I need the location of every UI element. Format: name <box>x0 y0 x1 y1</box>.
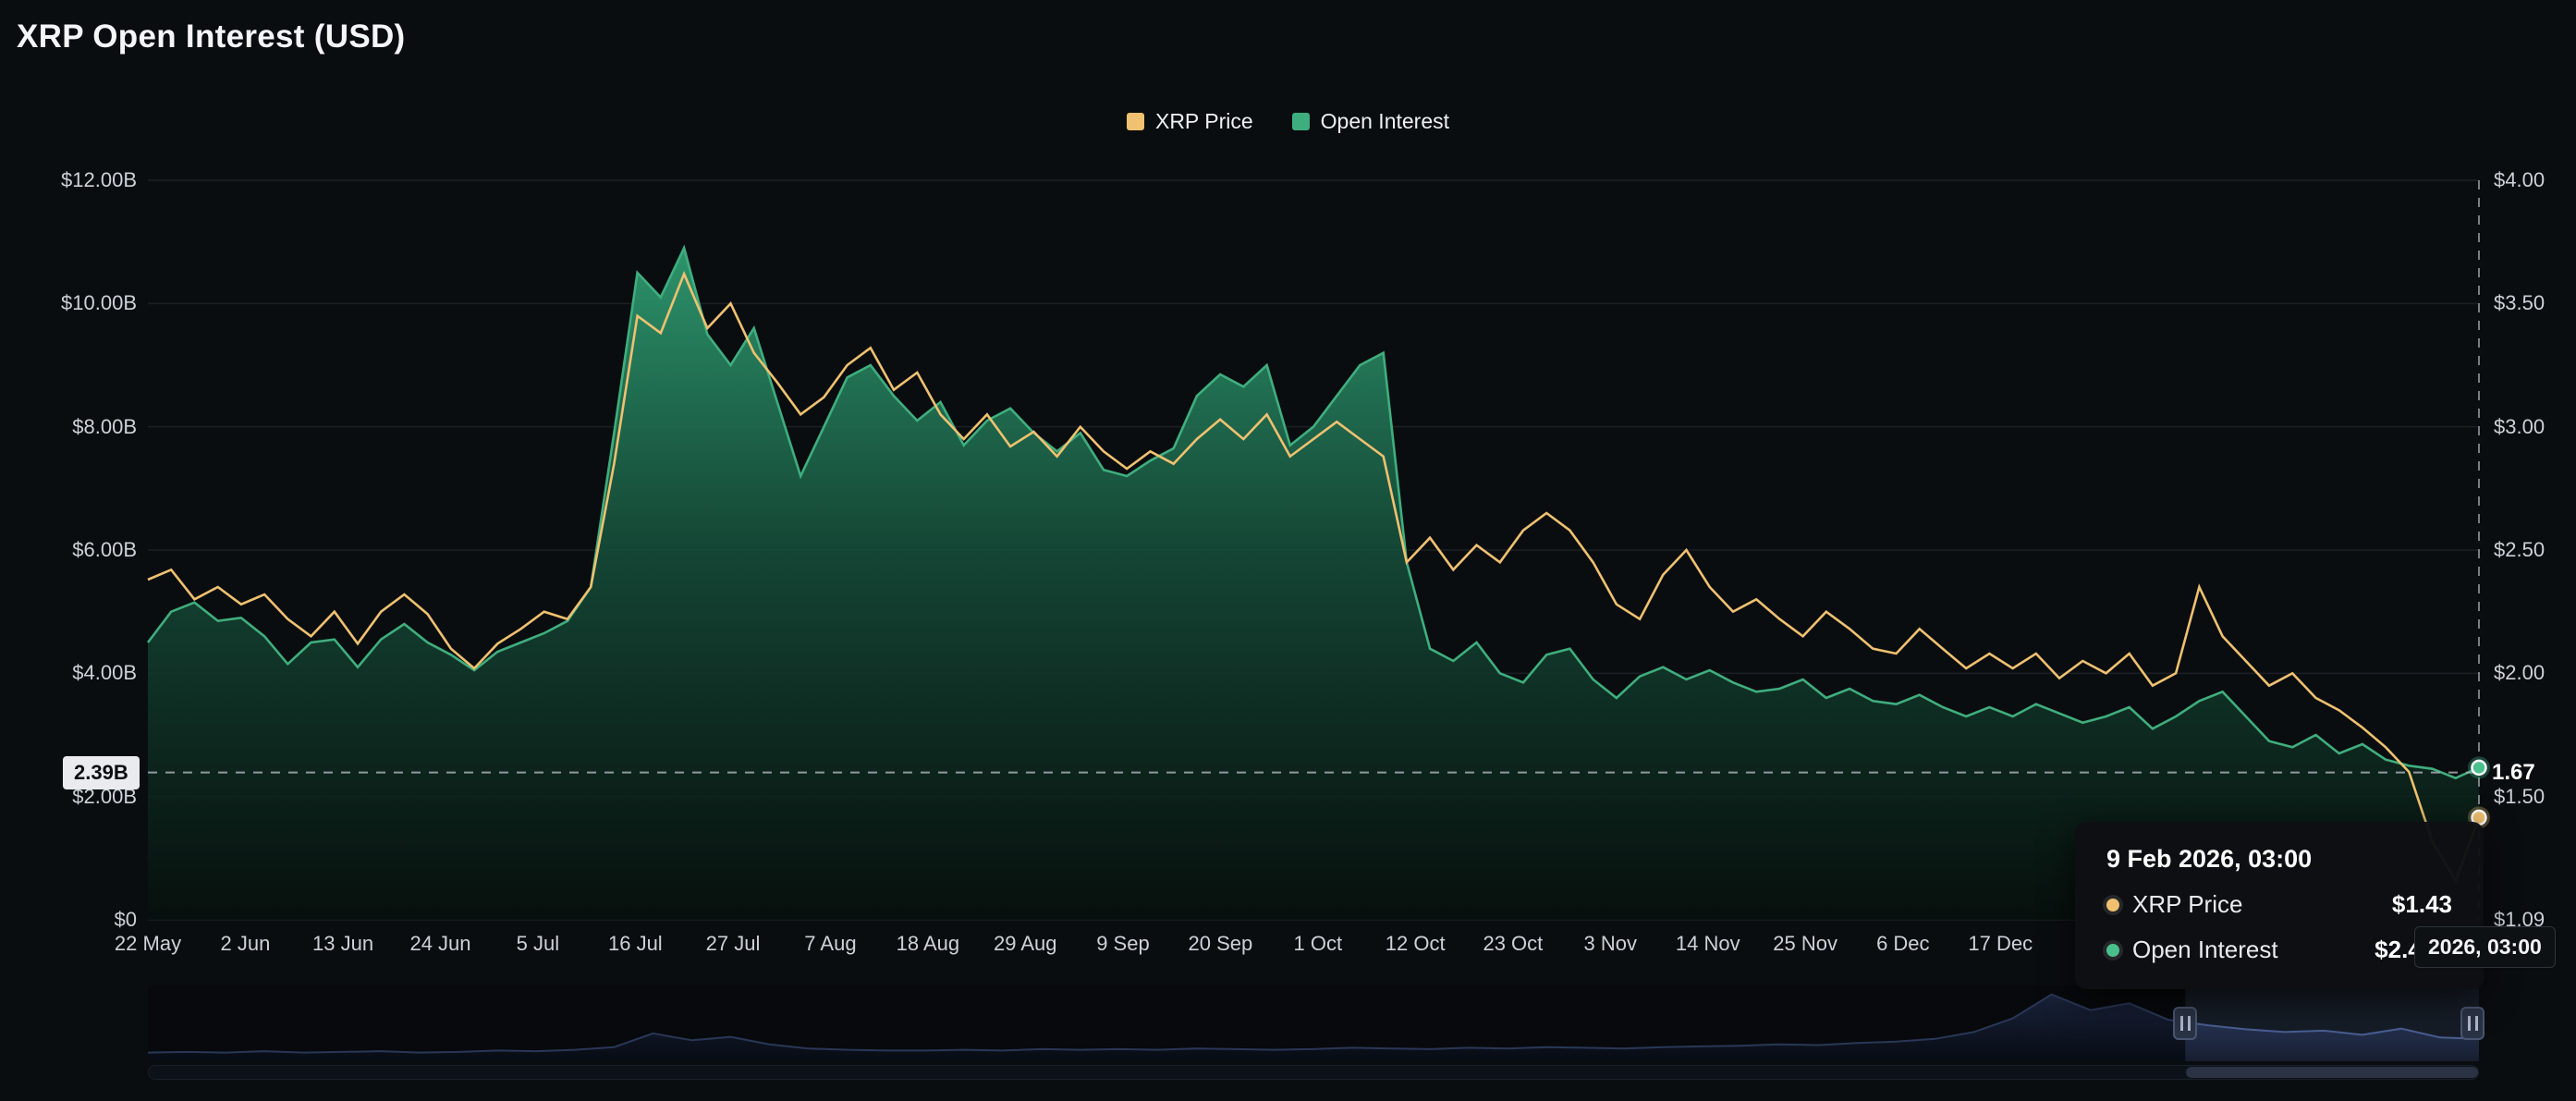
tooltip-row-xrp-price: XRP Price $1.43 <box>2106 890 2452 919</box>
legend-label-xrp-price: XRP Price <box>1155 109 1253 134</box>
tooltip-label-xrp-price: XRP Price <box>2132 890 2242 919</box>
tooltip-value-xrp-price: $1.43 <box>2392 890 2452 919</box>
oi-current-value-badge: 2.39B <box>63 756 140 789</box>
open-interest-dot-icon <box>2106 944 2119 957</box>
tooltip-row-open-interest: Open Interest $2.47B <box>2106 936 2452 964</box>
legend-item-xrp-price[interactable]: XRP Price <box>1127 109 1253 134</box>
legend: XRP Price Open Interest <box>0 109 2576 134</box>
xrp-price-swatch-icon <box>1127 113 1144 130</box>
tooltip-date: 9 Feb 2026, 03:00 <box>2106 845 2452 874</box>
crosshair-date-badge: 2026, 03:00 <box>2414 926 2556 968</box>
tooltip-label-open-interest: Open Interest <box>2132 936 2278 964</box>
navigator-selection <box>2185 985 2479 1061</box>
open-interest-swatch-icon <box>1292 113 1310 130</box>
navigator-scrollbar-thumb[interactable] <box>2186 1067 2478 1078</box>
chart-panel: XRP Open Interest (USD) XRP Price Open I… <box>0 0 2576 1101</box>
xrp-price-dot-icon <box>2106 899 2119 911</box>
open-interest-marker <box>2472 761 2486 775</box>
legend-item-open-interest[interactable]: Open Interest <box>1292 109 1449 134</box>
navigator-left-handle[interactable] <box>2173 1007 2197 1040</box>
open-interest-area <box>148 248 2479 920</box>
navigator-scrollbar-track[interactable] <box>148 1065 2479 1080</box>
navigator-right-handle[interactable] <box>2460 1007 2484 1040</box>
price-crosshair-label: 1.67 <box>2492 760 2535 786</box>
legend-label-open-interest: Open Interest <box>1321 109 1449 134</box>
navigator-mask <box>148 985 2185 1061</box>
